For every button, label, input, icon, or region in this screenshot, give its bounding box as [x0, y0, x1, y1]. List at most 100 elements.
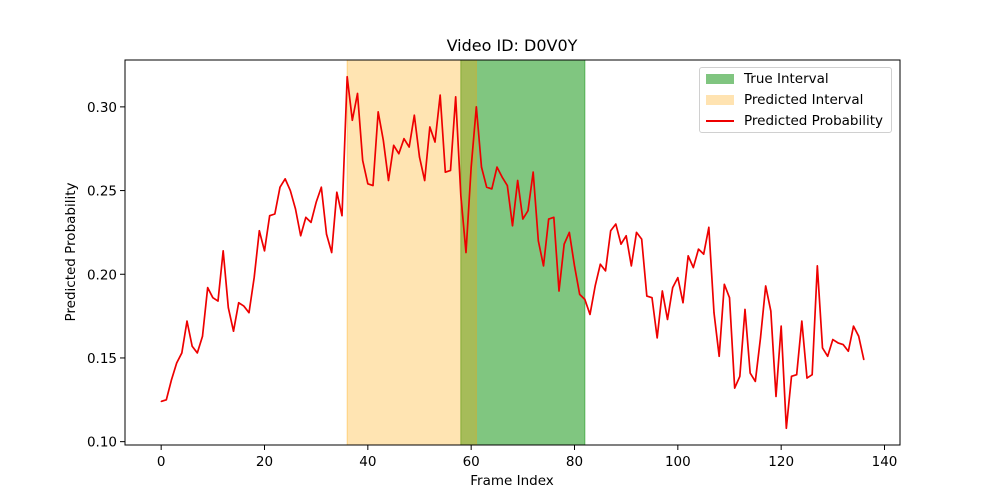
data-point [723, 283, 725, 285]
data-point [207, 287, 209, 289]
data-point [341, 215, 343, 217]
data-point [217, 300, 219, 302]
data-point [775, 395, 777, 398]
y-axis: 0.10 0.15 0.20 0.25 0.30 [87, 100, 125, 451]
data-point [625, 235, 627, 237]
data-point [708, 226, 710, 228]
legend-label-predicted-interval: Predicted Interval [744, 92, 864, 108]
data-point [765, 285, 767, 287]
data-point [718, 355, 720, 357]
predicted-interval-band [346, 59, 477, 446]
data-point [238, 302, 240, 304]
x-tick-label: 140 [872, 454, 898, 470]
data-point [465, 251, 467, 254]
data-point [367, 183, 369, 185]
legend-label-predicted-probability: Predicted Probability [744, 113, 884, 129]
data-point [475, 106, 477, 108]
data-point [351, 119, 353, 121]
data-point [315, 201, 317, 203]
data-point [336, 191, 338, 193]
data-point [832, 338, 834, 341]
data-point [284, 178, 286, 180]
data-point [863, 359, 865, 361]
data-point [796, 374, 798, 376]
data-point [568, 231, 570, 234]
series-layer [160, 75, 865, 430]
data-point [563, 243, 565, 245]
data-point [393, 144, 395, 146]
data-point [263, 250, 266, 252]
data-point [439, 94, 441, 96]
data-point [651, 297, 653, 299]
data-point [697, 248, 700, 250]
y-tick-label: 0.15 [87, 351, 117, 367]
y-tick-label: 0.30 [87, 100, 117, 116]
data-point [852, 325, 855, 327]
data-point [790, 375, 793, 377]
chart-title: Video ID: D0V0Y [447, 36, 578, 55]
data-point [573, 265, 576, 267]
legend: True Interval Predicted Interval Predict… [699, 67, 892, 133]
data-point [615, 223, 617, 225]
data-point [687, 255, 689, 257]
data-point [739, 375, 741, 377]
data-point [176, 362, 178, 364]
data-point [491, 188, 493, 190]
legend-swatch-true-interval [706, 74, 734, 84]
data-point [294, 208, 297, 210]
data-point [310, 221, 312, 223]
data-point [749, 372, 751, 374]
data-point [542, 265, 545, 267]
y-tick-label: 0.20 [87, 267, 117, 283]
data-point [548, 218, 550, 220]
legend-item-true-interval: True Interval [700, 69, 891, 89]
data-point [821, 347, 824, 349]
data-point [382, 139, 384, 141]
interval-layer [346, 59, 586, 446]
data-point [486, 186, 488, 188]
x-axis: 0 20 40 60 80 100 120 140 [157, 445, 898, 470]
data-point [325, 233, 328, 235]
x-tick-label: 80 [566, 454, 583, 470]
data-point [201, 335, 204, 337]
data-point [480, 166, 483, 168]
data-point [589, 313, 591, 316]
data-point [377, 111, 379, 113]
legend-label-true-interval: True Interval [744, 71, 829, 87]
data-point [460, 194, 462, 197]
x-axis-label: Frame Index [470, 473, 554, 489]
data-point [558, 290, 560, 292]
data-point [646, 295, 648, 297]
data-point [672, 287, 674, 289]
data-point [269, 215, 271, 217]
data-point [604, 270, 607, 272]
data-point [232, 330, 235, 332]
data-point [811, 374, 813, 376]
data-point [496, 166, 498, 168]
data-point [713, 312, 715, 314]
data-point [610, 230, 612, 232]
data-point [320, 186, 322, 188]
data-point [827, 355, 829, 357]
data-point [744, 308, 746, 311]
data-point [253, 277, 255, 279]
data-point [372, 184, 374, 187]
data-point [196, 352, 198, 354]
data-point [666, 318, 669, 321]
data-point [682, 302, 684, 304]
data-point [222, 250, 224, 252]
data-point [806, 377, 808, 379]
data-point [785, 427, 787, 429]
data-point [243, 305, 245, 307]
data-point [455, 96, 457, 98]
data-point [630, 265, 632, 267]
data-point [387, 179, 390, 182]
data-point [258, 230, 260, 232]
x-tick-label: 0 [157, 454, 166, 470]
x-tick-label: 60 [463, 454, 480, 470]
data-point [677, 277, 679, 279]
data-point [413, 114, 415, 116]
data-point [212, 297, 214, 299]
data-point [186, 320, 188, 322]
